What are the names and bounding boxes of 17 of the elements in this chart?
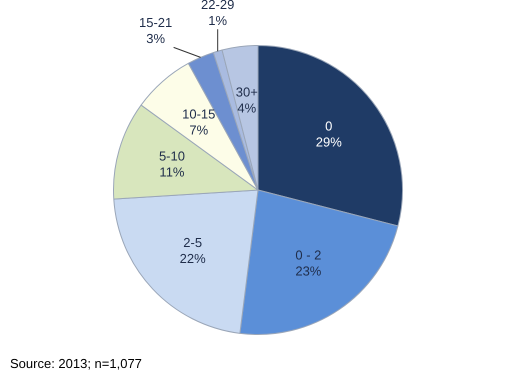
data-label: 23% bbox=[295, 264, 322, 279]
data-label: 1% bbox=[208, 12, 228, 28]
slice-label: 22-29 bbox=[201, 0, 234, 12]
data-label: 29% bbox=[316, 134, 342, 150]
slice-label: 2-5 bbox=[183, 234, 202, 250]
slice-label: 0 bbox=[325, 118, 332, 134]
data-label: 7% bbox=[189, 122, 209, 138]
data-label: 22% bbox=[180, 250, 206, 266]
data-label: 3% bbox=[146, 30, 166, 46]
data-label: 4% bbox=[237, 100, 257, 116]
slice-label: 5-10 bbox=[158, 148, 185, 164]
slice-label: 30+ bbox=[236, 84, 258, 100]
data-label: 11% bbox=[159, 164, 185, 180]
slice-label: 10-15 bbox=[182, 106, 216, 122]
slice-label: 15-21 bbox=[138, 14, 172, 30]
source-note: Source: 2013; n=1,077 bbox=[10, 356, 142, 371]
slice-label: 0 - 2 bbox=[295, 248, 322, 263]
